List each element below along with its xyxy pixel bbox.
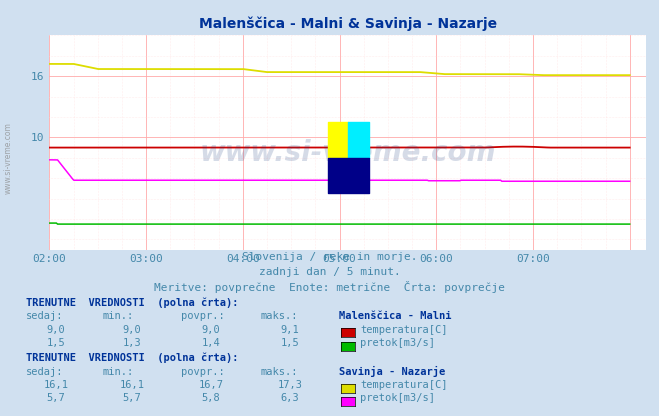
Text: 6,3: 6,3: [281, 394, 299, 404]
Text: temperatura[C]: temperatura[C]: [360, 325, 448, 335]
Text: maks.:: maks.:: [260, 312, 298, 322]
Text: Malenščica - Malni: Malenščica - Malni: [339, 312, 452, 322]
Text: Savinja - Nazarje: Savinja - Nazarje: [339, 366, 445, 377]
Text: 9,1: 9,1: [281, 325, 299, 335]
Text: 9,0: 9,0: [47, 325, 65, 335]
Text: pretok[m3/s]: pretok[m3/s]: [360, 338, 436, 348]
Text: povpr.:: povpr.:: [181, 367, 225, 377]
Text: Meritve: povprečne  Enote: metrične  Črta: povprečje: Meritve: povprečne Enote: metrične Črta:…: [154, 281, 505, 293]
Text: www.si-vreme.com: www.si-vreme.com: [200, 139, 496, 167]
Text: sedaj:: sedaj:: [26, 367, 64, 377]
Text: sedaj:: sedaj:: [26, 312, 64, 322]
Text: 5,7: 5,7: [123, 394, 141, 404]
Text: 1,3: 1,3: [123, 338, 141, 348]
Text: min.:: min.:: [102, 367, 133, 377]
Text: temperatura[C]: temperatura[C]: [360, 380, 448, 390]
Text: TRENUTNE  VREDNOSTI  (polna črta):: TRENUTNE VREDNOSTI (polna črta):: [26, 353, 239, 363]
Text: Slovenija / reke in morje.: Slovenija / reke in morje.: [242, 252, 417, 262]
Title: Malenščica - Malni & Savinja - Nazarje: Malenščica - Malni & Savinja - Nazarje: [198, 17, 497, 32]
Text: www.si-vreme.com: www.si-vreme.com: [3, 122, 13, 194]
Text: 5,8: 5,8: [202, 394, 220, 404]
Text: zadnji dan / 5 minut.: zadnji dan / 5 minut.: [258, 267, 401, 277]
Text: 16,1: 16,1: [43, 380, 69, 390]
Text: pretok[m3/s]: pretok[m3/s]: [360, 394, 436, 404]
Text: 16,7: 16,7: [198, 380, 223, 390]
Text: 16,1: 16,1: [119, 380, 144, 390]
Text: 1,5: 1,5: [47, 338, 65, 348]
Text: min.:: min.:: [102, 312, 133, 322]
Text: TRENUTNE  VREDNOSTI  (polna črta):: TRENUTNE VREDNOSTI (polna črta):: [26, 297, 239, 308]
Text: 17,3: 17,3: [277, 380, 302, 390]
Text: 1,4: 1,4: [202, 338, 220, 348]
Text: povpr.:: povpr.:: [181, 312, 225, 322]
Text: maks.:: maks.:: [260, 367, 298, 377]
Text: 5,7: 5,7: [47, 394, 65, 404]
Text: 1,5: 1,5: [281, 338, 299, 348]
Text: 9,0: 9,0: [202, 325, 220, 335]
Text: 9,0: 9,0: [123, 325, 141, 335]
